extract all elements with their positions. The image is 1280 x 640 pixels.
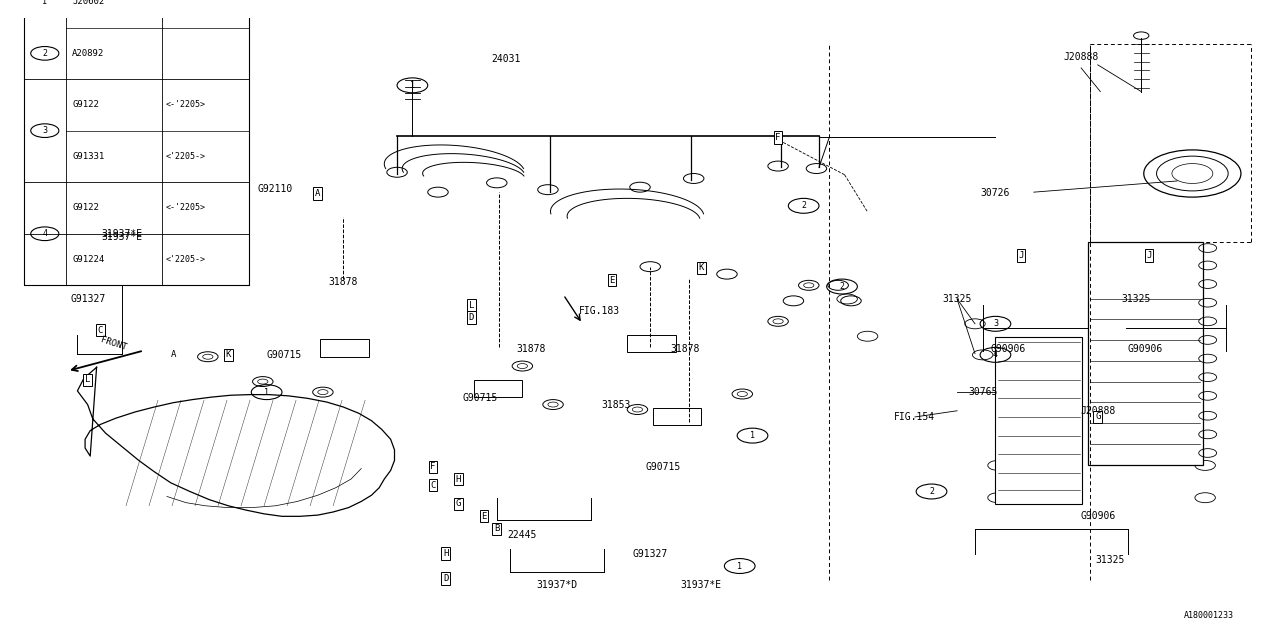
Text: 3: 3 <box>993 319 998 328</box>
FancyBboxPatch shape <box>996 337 1083 504</box>
Text: 1: 1 <box>737 561 742 570</box>
Text: 31878: 31878 <box>669 344 699 354</box>
Text: 31937*E: 31937*E <box>101 232 143 242</box>
Text: 4: 4 <box>993 350 998 360</box>
Text: 1: 1 <box>410 81 415 90</box>
FancyBboxPatch shape <box>320 339 369 356</box>
FancyBboxPatch shape <box>627 335 676 353</box>
Text: FRONT: FRONT <box>99 335 128 353</box>
Text: G90906: G90906 <box>991 344 1025 354</box>
Text: G90906: G90906 <box>1080 511 1115 522</box>
Text: J20888: J20888 <box>1064 52 1098 61</box>
FancyBboxPatch shape <box>653 408 701 425</box>
Text: E: E <box>481 512 486 521</box>
Text: 1: 1 <box>750 431 755 440</box>
Text: 31937*D: 31937*D <box>536 580 577 589</box>
Text: 31325: 31325 <box>942 294 972 304</box>
Text: G91327: G91327 <box>632 548 668 559</box>
FancyBboxPatch shape <box>1088 242 1203 465</box>
Text: 2: 2 <box>929 487 934 496</box>
Text: 31937*E: 31937*E <box>681 580 722 589</box>
Text: 3: 3 <box>42 126 47 135</box>
FancyBboxPatch shape <box>474 380 522 397</box>
Text: FIG.183: FIG.183 <box>579 307 620 316</box>
Text: G91331: G91331 <box>72 152 105 161</box>
Text: G9122: G9122 <box>72 100 99 109</box>
Text: 22445: 22445 <box>508 530 538 540</box>
Text: <'2205->: <'2205-> <box>165 152 206 161</box>
Text: 4: 4 <box>42 229 47 238</box>
Text: <-'2205>: <-'2205> <box>165 204 206 212</box>
Text: C: C <box>430 481 435 490</box>
Text: G90715: G90715 <box>462 394 498 403</box>
Text: 2: 2 <box>42 49 47 58</box>
Text: E: E <box>609 276 614 285</box>
Text: 1: 1 <box>264 388 269 397</box>
Text: G: G <box>456 499 461 508</box>
Text: 31853: 31853 <box>602 399 630 410</box>
Text: G: G <box>1096 412 1101 422</box>
Text: L: L <box>468 301 474 310</box>
Text: 31878: 31878 <box>517 344 547 354</box>
Text: 24031: 24031 <box>492 54 521 63</box>
Text: G90906: G90906 <box>1128 344 1162 354</box>
Text: L: L <box>84 375 91 384</box>
Text: F: F <box>776 133 781 142</box>
Text: A: A <box>315 189 320 198</box>
Text: G91327: G91327 <box>70 294 105 304</box>
Text: 31937*E: 31937*E <box>101 228 143 239</box>
Text: A: A <box>170 350 175 360</box>
Text: 2: 2 <box>840 282 845 291</box>
Text: J20888: J20888 <box>1080 406 1115 416</box>
Text: 30765: 30765 <box>968 387 997 397</box>
Text: C: C <box>97 326 104 335</box>
Text: 30726: 30726 <box>980 188 1010 198</box>
Text: B: B <box>494 524 499 533</box>
Text: FIG.154: FIG.154 <box>895 412 936 422</box>
Text: 31325: 31325 <box>1121 294 1151 304</box>
Text: J: J <box>1146 251 1152 260</box>
Text: G92110: G92110 <box>259 184 293 194</box>
Text: J20602: J20602 <box>72 0 105 6</box>
Text: <-'2205>: <-'2205> <box>165 100 206 109</box>
Text: K: K <box>225 350 230 360</box>
Text: H: H <box>443 549 448 558</box>
Text: D: D <box>468 313 474 322</box>
Text: G91224: G91224 <box>72 255 105 264</box>
Text: A20892: A20892 <box>72 49 105 58</box>
Text: F: F <box>430 462 435 471</box>
Text: D: D <box>443 574 448 583</box>
Text: G9122: G9122 <box>72 204 99 212</box>
FancyBboxPatch shape <box>24 0 248 285</box>
Text: H: H <box>456 475 461 484</box>
Text: 31878: 31878 <box>329 277 358 287</box>
Text: 1: 1 <box>42 0 47 6</box>
Text: G90715: G90715 <box>645 461 681 472</box>
Text: 31325: 31325 <box>1096 555 1125 565</box>
Text: 2: 2 <box>801 202 806 211</box>
Text: K: K <box>699 264 704 273</box>
Text: G90715: G90715 <box>268 350 302 360</box>
Text: <'2205->: <'2205-> <box>165 255 206 264</box>
Text: A180001233: A180001233 <box>1184 611 1234 620</box>
Circle shape <box>1134 32 1149 40</box>
Text: J: J <box>1019 251 1024 260</box>
